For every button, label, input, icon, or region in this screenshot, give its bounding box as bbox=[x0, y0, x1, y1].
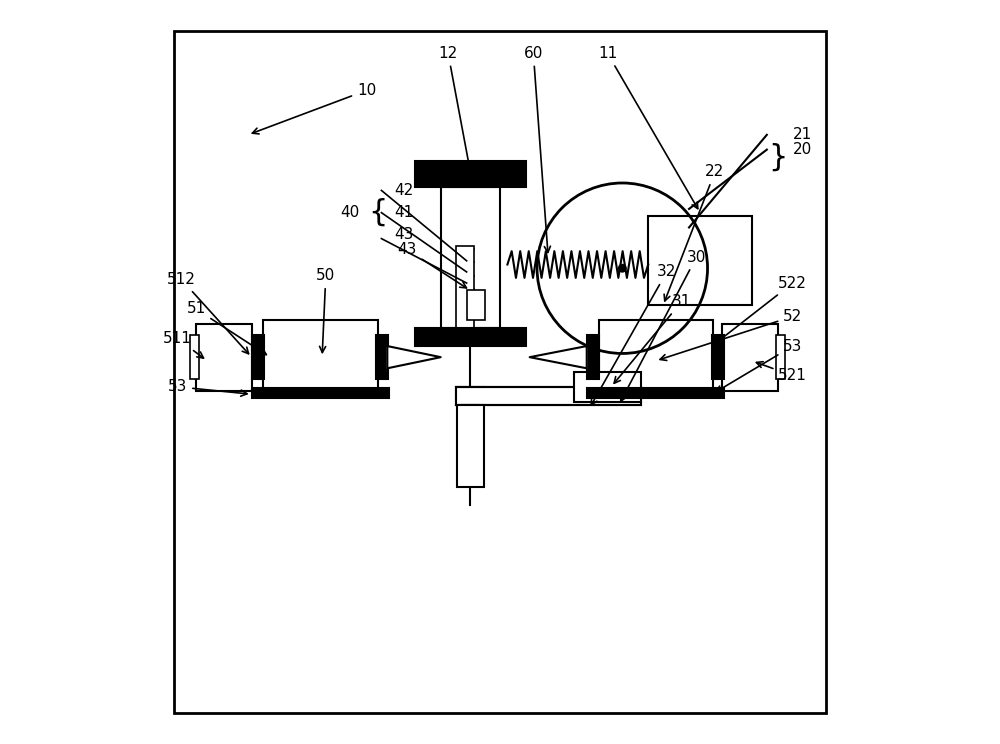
Bar bbox=[587, 335, 599, 379]
Bar bbox=[648, 217, 752, 305]
Bar bbox=[712, 335, 724, 379]
Bar bbox=[776, 335, 785, 379]
Bar bbox=[456, 246, 474, 346]
Text: 11: 11 bbox=[598, 46, 698, 208]
Text: 522: 522 bbox=[716, 275, 807, 343]
Bar bbox=[252, 335, 264, 379]
Text: 512: 512 bbox=[167, 272, 249, 353]
Bar bbox=[456, 387, 641, 405]
Text: 40: 40 bbox=[340, 205, 359, 220]
Bar bbox=[415, 327, 526, 346]
Bar bbox=[441, 187, 500, 327]
Text: 31: 31 bbox=[614, 294, 691, 383]
Text: 43: 43 bbox=[394, 228, 413, 243]
Polygon shape bbox=[530, 346, 587, 368]
Text: 43: 43 bbox=[398, 243, 466, 288]
Text: 521: 521 bbox=[756, 362, 807, 383]
Bar bbox=[263, 320, 378, 394]
Text: 52: 52 bbox=[660, 309, 802, 361]
Polygon shape bbox=[387, 346, 441, 368]
Text: 32: 32 bbox=[591, 264, 676, 405]
Bar bbox=[457, 405, 484, 487]
Bar bbox=[456, 387, 485, 405]
Text: 53: 53 bbox=[716, 339, 802, 392]
Text: 511: 511 bbox=[163, 331, 204, 358]
Text: 12: 12 bbox=[438, 46, 471, 167]
Bar bbox=[196, 324, 252, 391]
Bar bbox=[415, 161, 526, 187]
Text: 51: 51 bbox=[186, 301, 266, 355]
Text: 22: 22 bbox=[664, 164, 725, 301]
Text: 30: 30 bbox=[621, 249, 706, 401]
Bar bbox=[467, 290, 485, 320]
Bar bbox=[174, 31, 826, 713]
Text: 41: 41 bbox=[394, 205, 413, 220]
Circle shape bbox=[618, 264, 627, 273]
Text: 53: 53 bbox=[168, 379, 247, 397]
Bar bbox=[587, 388, 724, 398]
Bar bbox=[599, 320, 713, 394]
Bar bbox=[722, 324, 778, 391]
Bar bbox=[574, 372, 641, 402]
Bar bbox=[376, 335, 388, 379]
Text: 42: 42 bbox=[394, 183, 413, 198]
Text: 10: 10 bbox=[252, 83, 376, 134]
Text: }: } bbox=[768, 143, 788, 172]
Bar bbox=[252, 388, 389, 398]
Text: {: { bbox=[368, 198, 387, 227]
Text: 50: 50 bbox=[316, 268, 335, 353]
Text: 20: 20 bbox=[793, 142, 812, 157]
Text: 21: 21 bbox=[793, 127, 812, 142]
Text: 60: 60 bbox=[524, 46, 550, 252]
Bar bbox=[190, 335, 199, 379]
